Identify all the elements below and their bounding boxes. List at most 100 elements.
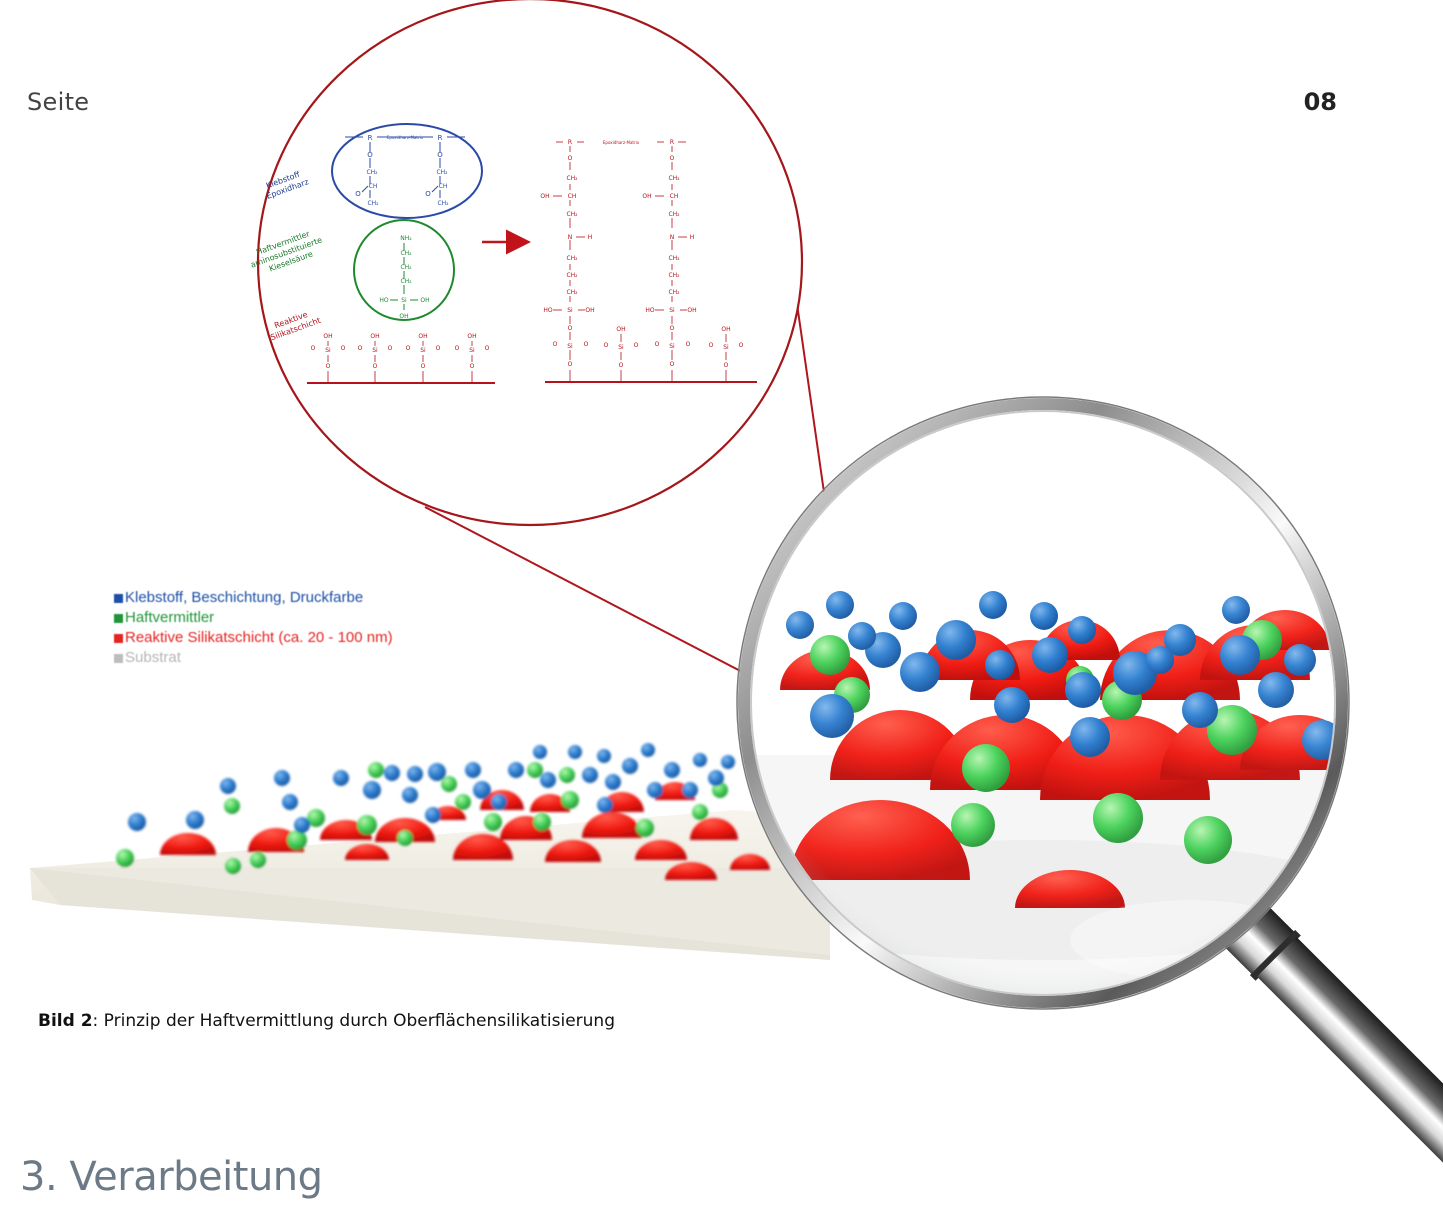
svg-text:CH₂: CH₂ (367, 200, 379, 207)
figure-caption: Bild 2: Prinzip der Haftvermittlung durc… (38, 1011, 615, 1031)
svg-text:Si: Si (723, 344, 729, 351)
svg-text:CH₂: CH₂ (566, 272, 578, 279)
svg-text:CH₂: CH₂ (436, 169, 448, 176)
svg-text:HO: HO (645, 307, 655, 314)
svg-text:OH: OH (418, 333, 427, 340)
svg-text:OH: OH (585, 307, 594, 314)
svg-text:O: O (604, 342, 609, 349)
svg-text:O: O (373, 363, 378, 370)
svg-text:OH: OH (420, 297, 429, 304)
svg-text:Si: Si (469, 347, 475, 354)
svg-text:Si: Si (420, 347, 426, 354)
svg-text:O: O (739, 342, 744, 349)
svg-text:Si: Si (372, 347, 378, 354)
svg-text:O: O (437, 151, 443, 159)
svg-text:R: R (368, 134, 373, 142)
svg-text:CH₂: CH₂ (566, 289, 578, 296)
svg-text:O: O (634, 342, 639, 349)
svg-text:CH₂: CH₂ (437, 200, 449, 207)
svg-text:Si: Si (567, 343, 573, 350)
svg-text:O: O (311, 345, 316, 352)
substrate-slab (30, 810, 1000, 960)
svg-text:NH₂: NH₂ (400, 235, 412, 242)
svg-text:O: O (455, 345, 460, 352)
svg-text:CH₂: CH₂ (566, 175, 578, 182)
svg-text:O: O (568, 325, 573, 332)
svg-text:O: O (655, 341, 660, 348)
svg-text:O: O (619, 362, 624, 369)
svg-text:O: O (470, 363, 475, 370)
svg-text:CH₂: CH₂ (668, 175, 680, 182)
svg-text:Si: Si (325, 347, 331, 354)
legend: Klebstoff, Beschichtung, Druckfarbe Haft… (114, 588, 393, 668)
svg-text:Si: Si (401, 297, 407, 304)
svg-text:O: O (367, 151, 373, 159)
svg-text:O: O (436, 345, 441, 352)
svg-text:CH₂: CH₂ (400, 278, 412, 285)
svg-text:CH: CH (670, 193, 679, 200)
svg-text:O: O (670, 155, 675, 162)
svg-text:CH: CH (568, 193, 577, 200)
svg-text:O: O (724, 362, 729, 369)
legend-item-silicate: Reaktive Silikatschicht (ca. 20 - 100 nm… (114, 628, 393, 648)
svg-text:HO: HO (379, 297, 389, 304)
svg-text:CH₂: CH₂ (668, 211, 680, 218)
silicate-row-left: OH O Si O O OH O Si O O OH O Si O O OH O Si O O (311, 333, 490, 370)
svg-text:OH: OH (370, 333, 379, 340)
svg-text:O: O (686, 341, 691, 348)
svg-text:OH: OH (642, 193, 651, 200)
svg-text:Epoxidharz-Matrix: Epoxidharz-Matrix (387, 135, 424, 140)
svg-text:H: H (588, 234, 593, 241)
svg-text:CH₂: CH₂ (668, 289, 680, 296)
chemistry-zoom-circle: Klebstoff Epoxidharz Haftvermittler amin… (249, 0, 804, 527)
legend-item-adhesive: Klebstoff, Beschichtung, Druckfarbe (114, 588, 393, 608)
svg-text:Epoxidharz-Matrix: Epoxidharz-Matrix (603, 140, 640, 145)
magnifier-handle (1218, 898, 1443, 1189)
svg-text:CH₂: CH₂ (366, 169, 378, 176)
magnifier-lens-content (746, 406, 1340, 1000)
svg-text:O: O (421, 363, 426, 370)
svg-text:CH₂: CH₂ (668, 255, 680, 262)
caption-text: : Prinzip der Haftvermittlung durch Ober… (92, 1011, 615, 1031)
svg-text:O: O (425, 190, 431, 198)
svg-text:CH: CH (369, 183, 378, 190)
svg-text:OH: OH (399, 313, 408, 320)
svg-text:O: O (326, 363, 331, 370)
legend-item-substrate: Substrat (114, 648, 393, 668)
svg-text:Si: Si (669, 343, 675, 350)
svg-text:O: O (568, 155, 573, 162)
svg-text:CH₂: CH₂ (668, 272, 680, 279)
svg-text:O: O (406, 345, 411, 352)
section-title: 3. Verarbeitung (20, 1154, 323, 1200)
page-number: 08 (1303, 88, 1337, 116)
svg-text:Si: Si (567, 307, 573, 314)
svg-text:OH: OH (687, 307, 696, 314)
svg-text:O: O (670, 325, 675, 332)
svg-text:OH: OH (323, 333, 332, 340)
svg-text:R: R (568, 139, 572, 146)
svg-text:R: R (438, 134, 443, 142)
svg-text:O: O (355, 190, 361, 198)
svg-text:O: O (388, 345, 393, 352)
surface-particles (116, 743, 770, 880)
svg-text:CH₂: CH₂ (566, 255, 578, 262)
svg-text:CH₂: CH₂ (400, 250, 412, 257)
legend-item-promoter: Haftvermittler (114, 608, 393, 628)
svg-text:CH₂: CH₂ (400, 264, 412, 271)
svg-text:OH: OH (721, 326, 730, 333)
svg-text:OH: OH (616, 326, 625, 333)
caption-label: Bild 2 (38, 1011, 93, 1031)
svg-text:N: N (670, 234, 675, 241)
svg-text:H: H (690, 234, 695, 241)
svg-text:OH: OH (540, 193, 549, 200)
svg-text:O: O (341, 345, 346, 352)
svg-text:OH: OH (467, 333, 476, 340)
svg-text:O: O (358, 345, 363, 352)
svg-text:N: N (568, 234, 573, 241)
svg-text:O: O (568, 361, 573, 368)
zoom-line-left (424, 506, 801, 703)
svg-text:O: O (709, 342, 714, 349)
svg-text:O: O (584, 341, 589, 348)
svg-text:HO: HO (543, 307, 553, 314)
